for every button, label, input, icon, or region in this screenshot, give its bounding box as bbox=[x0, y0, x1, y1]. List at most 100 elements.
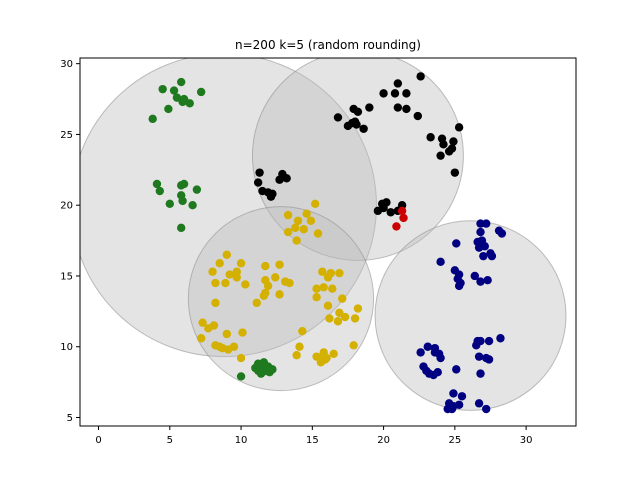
data-point-s1-1 bbox=[176, 77, 186, 87]
data-point-s5-38 bbox=[452, 365, 461, 374]
data-point-s4-35 bbox=[259, 291, 269, 300]
data-point-s4-20 bbox=[225, 270, 234, 279]
data-point-s1-31 bbox=[265, 368, 274, 377]
data-point-s5-43 bbox=[476, 369, 485, 378]
cluster-circle-1 bbox=[80, 58, 377, 358]
data-point-s4-9 bbox=[306, 216, 316, 225]
data-point-s4-28 bbox=[241, 280, 250, 289]
data-point-s2-12 bbox=[333, 113, 343, 122]
data-point-s2-8 bbox=[393, 103, 403, 112]
data-point-s4-10 bbox=[291, 223, 300, 233]
data-point-s2-1 bbox=[416, 72, 425, 81]
data-point-s4-14 bbox=[292, 236, 301, 245]
x-tick-label: 25 bbox=[448, 435, 461, 446]
data-point-s2-21 bbox=[449, 137, 458, 146]
data-point-s4-2 bbox=[215, 259, 224, 268]
cluster-circle-4 bbox=[374, 220, 567, 411]
data-point-s1-15 bbox=[155, 186, 165, 196]
data-point-s5-52 bbox=[482, 404, 491, 414]
data-point-s2-27 bbox=[255, 168, 264, 177]
data-point-s4-54 bbox=[196, 334, 206, 343]
data-point-s2-19 bbox=[426, 133, 435, 142]
data-point-s4-33 bbox=[328, 284, 337, 293]
cluster-circles bbox=[80, 58, 567, 411]
data-point-s4-30 bbox=[285, 278, 294, 288]
data-point-s1-18 bbox=[165, 199, 174, 208]
data-point-s5-26 bbox=[496, 334, 505, 343]
data-point-s4-47 bbox=[333, 317, 343, 326]
data-point-s4-6 bbox=[283, 210, 293, 220]
data-point-s3-1 bbox=[397, 206, 407, 216]
data-point-s4-53 bbox=[222, 329, 232, 339]
data-point-s2-30 bbox=[275, 175, 284, 184]
data-point-s5-51 bbox=[454, 400, 464, 409]
x-tick-label: 10 bbox=[235, 435, 248, 446]
data-point-s2-7 bbox=[365, 103, 374, 112]
x-tick-label: 5 bbox=[167, 435, 173, 446]
data-point-s4-37 bbox=[312, 293, 321, 302]
data-point-s1-3 bbox=[169, 86, 179, 95]
data-point-s4-15 bbox=[208, 267, 217, 276]
plot-frame bbox=[79, 57, 577, 427]
y-tick-label: 25 bbox=[60, 130, 73, 141]
data-point-s2-40 bbox=[373, 206, 383, 216]
data-point-s5-28 bbox=[423, 342, 432, 351]
data-point-s4-36 bbox=[275, 290, 284, 299]
data-point-s4-29 bbox=[263, 281, 273, 291]
data-point-s4-45 bbox=[340, 312, 350, 322]
data-point-s5-9 bbox=[452, 239, 461, 248]
data-point-s2-18 bbox=[454, 123, 464, 132]
data-point-s1-17 bbox=[178, 196, 187, 206]
y-tick-label: 10 bbox=[60, 342, 73, 353]
data-point-s2-10 bbox=[353, 107, 363, 116]
data-point-s4-12 bbox=[283, 227, 293, 237]
data-point-s4-5 bbox=[261, 261, 270, 271]
data-point-s5-36 bbox=[484, 355, 494, 364]
data-point-s4-59 bbox=[224, 345, 233, 354]
data-point-s2-35 bbox=[266, 192, 276, 201]
data-point-s1-13 bbox=[179, 179, 189, 189]
data-point-s2-2 bbox=[393, 79, 403, 88]
data-points bbox=[148, 72, 507, 414]
data-point-s4-71 bbox=[310, 199, 320, 208]
data-point-s1-20 bbox=[176, 223, 186, 233]
data-point-s5-44 bbox=[449, 389, 458, 398]
data-point-s5-17 bbox=[470, 271, 480, 281]
data-point-s4-52 bbox=[298, 326, 307, 336]
data-point-s5-34 bbox=[474, 352, 484, 361]
data-point-s5-13 bbox=[479, 251, 488, 261]
data-point-s4-22 bbox=[323, 273, 333, 282]
data-point-s4-13 bbox=[313, 229, 323, 238]
data-point-s1-8 bbox=[185, 99, 194, 108]
y-axis: 5 10 15 20 25 30 bbox=[60, 59, 80, 424]
data-point-s5-53 bbox=[443, 404, 452, 414]
data-point-s4-48 bbox=[198, 318, 207, 327]
data-point-s5-27 bbox=[472, 341, 481, 350]
data-point-s4-38 bbox=[338, 294, 347, 303]
data-point-s2-22 bbox=[439, 140, 448, 149]
data-point-s4-64 bbox=[292, 351, 301, 360]
data-point-s5-33 bbox=[436, 353, 445, 363]
data-point-s4-39 bbox=[211, 298, 220, 308]
data-point-s2-42 bbox=[386, 208, 395, 217]
data-point-s4-51 bbox=[238, 328, 247, 337]
data-point-s4-40 bbox=[252, 298, 261, 308]
data-point-s2-16 bbox=[359, 124, 368, 133]
data-point-s4-44 bbox=[325, 314, 334, 323]
x-tick-label: 0 bbox=[95, 435, 101, 446]
data-point-s2-26 bbox=[450, 168, 460, 177]
data-point-s1-11 bbox=[152, 179, 162, 189]
data-point-s4-8 bbox=[293, 216, 303, 225]
data-point-s5-14 bbox=[436, 257, 445, 267]
data-point-s5-42 bbox=[424, 369, 434, 378]
data-point-s4-41 bbox=[353, 304, 363, 313]
data-point-s4-63 bbox=[329, 349, 338, 359]
data-point-s5-2 bbox=[482, 219, 491, 228]
chart-title: n=200 k=5 (random rounding) bbox=[235, 38, 421, 52]
data-point-s1-7 bbox=[178, 97, 187, 107]
data-point-s5-45 bbox=[457, 392, 467, 401]
y-tick-label: 5 bbox=[67, 413, 73, 424]
data-point-s2-3 bbox=[379, 89, 388, 98]
data-point-s2-17 bbox=[348, 118, 357, 128]
data-point-s4-32 bbox=[319, 283, 328, 292]
